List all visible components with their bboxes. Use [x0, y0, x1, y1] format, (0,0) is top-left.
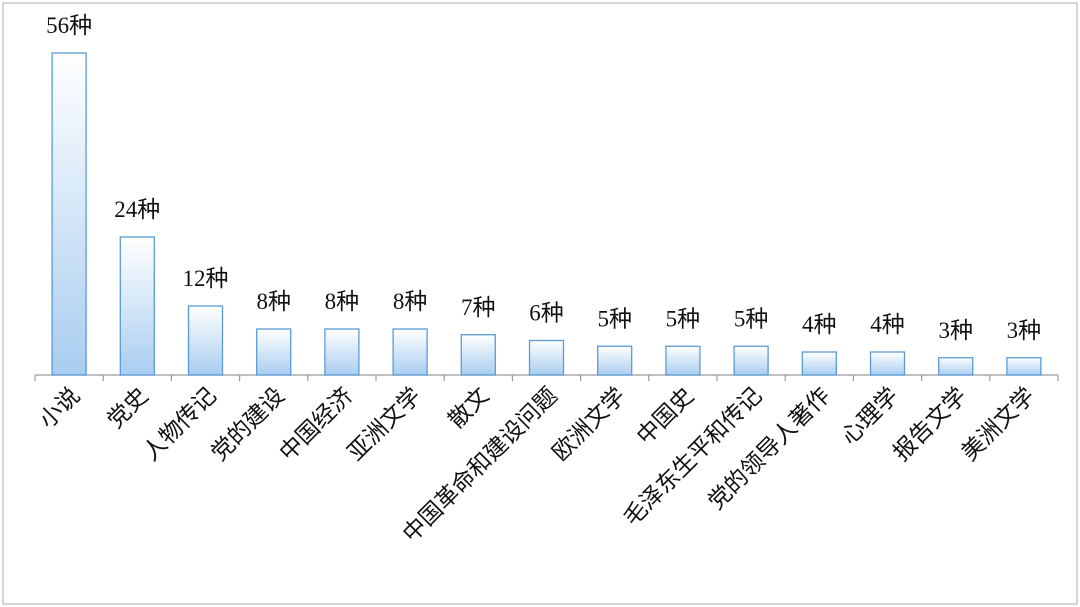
value-label: 5种: [666, 306, 701, 331]
x-tick-label: 散文: [444, 383, 494, 433]
value-label: 24种: [114, 197, 160, 222]
bar: [597, 345, 633, 376]
x-tick-label: 中国史: [632, 383, 698, 449]
x-tick-label: 美洲文学: [957, 383, 1040, 466]
value-label: 5种: [734, 306, 769, 331]
bar: [665, 345, 701, 376]
value-label: 4种: [802, 312, 837, 337]
bar: [51, 52, 87, 376]
bar: [392, 328, 428, 376]
bar: [187, 305, 224, 376]
bar: [324, 328, 360, 376]
value-label: 4种: [870, 312, 905, 337]
value-label: 5种: [597, 306, 632, 331]
x-tick-label: 人物传记: [138, 383, 221, 466]
x-tick-label: 党的领导人著作: [703, 383, 835, 515]
value-label: 3种: [1007, 318, 1042, 343]
bar: [801, 351, 837, 376]
x-tick-label: 欧洲文学: [548, 383, 631, 466]
x-tick-label: 党的建设: [207, 383, 290, 466]
value-label: 7种: [461, 295, 496, 320]
value-label: 56种: [46, 13, 92, 38]
bar: [733, 345, 769, 376]
value-label: 12种: [183, 266, 229, 291]
bar: [119, 236, 155, 376]
bar: [460, 334, 496, 376]
x-tick-label: 亚洲文学: [343, 383, 426, 466]
value-label: 3种: [938, 318, 973, 343]
bar: [1006, 357, 1042, 376]
bar: [869, 351, 906, 376]
x-tick-label: 党史: [103, 383, 153, 433]
x-tick-label: 小说: [34, 383, 84, 433]
x-tick-label: 报告文学: [889, 383, 972, 466]
value-label: 8种: [256, 289, 291, 314]
value-label: 8种: [393, 289, 428, 314]
x-tick-label: 中国经济: [275, 383, 358, 466]
value-label: 8种: [325, 289, 360, 314]
value-label: 6种: [529, 301, 564, 326]
bar: [256, 328, 292, 376]
x-tick-label: 心理学: [837, 383, 903, 449]
bar: [938, 357, 974, 376]
bar: [528, 339, 565, 376]
